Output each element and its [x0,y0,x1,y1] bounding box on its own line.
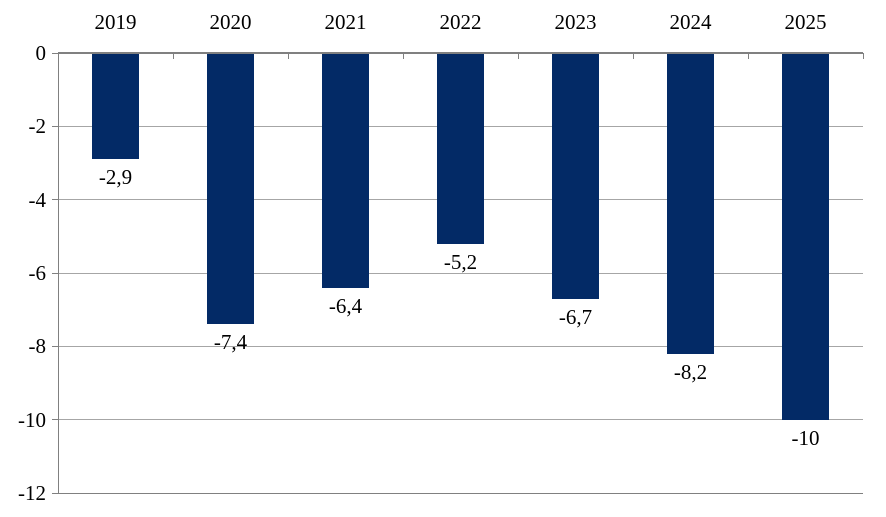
category-label: 2022 [439,10,482,34]
y-axis-tick [52,272,58,274]
bar [207,53,254,325]
category-label: 2025 [784,10,827,34]
x-axis-tick [862,53,864,59]
bar [92,53,139,160]
y-axis-tick [52,419,58,421]
value-label: -10 [791,425,820,450]
y-tick-label: -4 [28,187,47,212]
gridline [58,272,863,274]
y-tick-label: -2 [28,114,47,139]
y-axis-line [57,53,59,493]
y-axis-tick [52,492,58,494]
y-tick-label: -10 [18,407,46,432]
y-tick-label: -6 [28,261,47,285]
category-label: 2023 [554,10,597,34]
bar [782,53,829,420]
x-axis-tick [402,53,404,59]
y-axis-tick [52,199,58,201]
y-axis-tick [52,345,58,347]
value-label: -2,9 [98,165,133,190]
category-label: 2020 [209,10,252,34]
category-label: 2021 [324,10,367,34]
x-axis-tick [287,53,289,59]
gridline [58,345,863,347]
category-label: 2019 [94,10,137,34]
y-axis-tick [52,52,58,54]
x-bottom-axis-line [58,492,863,494]
y-axis-tick [52,125,58,127]
category-label: 2024 [669,10,712,34]
y-tick-label: -12 [18,481,46,505]
bar [322,53,369,288]
x-axis-tick [632,53,634,59]
value-label: -6,7 [558,304,593,329]
value-label: -8,2 [673,359,708,384]
x-axis-tick [172,53,174,59]
bar [552,53,599,299]
gridline [58,419,863,421]
y-tick-label: 0 [35,41,47,65]
bar [667,53,714,354]
value-label: -6,4 [328,293,363,318]
x-axis-tick [747,53,749,59]
value-label: -7,4 [213,330,248,355]
x-axis-tick [517,53,519,59]
zero-axis-line [58,52,863,54]
y-tick-label: -8 [28,334,47,359]
bar [437,53,484,244]
value-label: -5,2 [443,249,478,274]
